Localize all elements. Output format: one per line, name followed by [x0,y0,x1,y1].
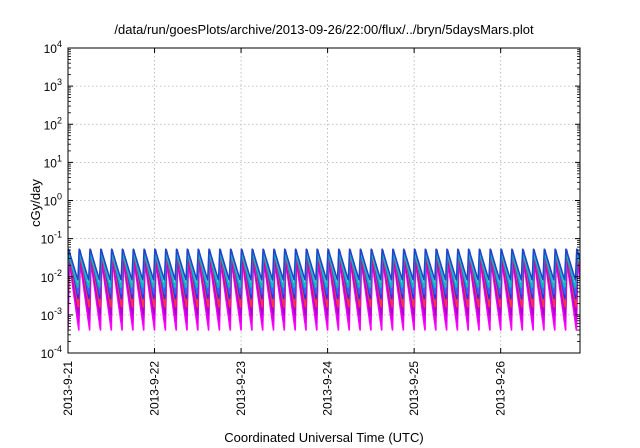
x-tick-label: 2013-9-26 [494,361,508,416]
x-tick-label: 2013-9-22 [148,361,162,416]
y-axis-label: cGy/day [28,179,43,227]
y-axis: 10-4 10-3 10-2 10-1 100 101 102 103 104 [41,39,580,361]
y-tick-label: 104 [44,39,62,56]
x-axis-label: Coordinated Universal Time (UTC) [224,430,423,445]
x-tick-label: 2013-9-25 [407,361,421,416]
series-line [68,248,580,281]
y-tick-label: 10-4 [41,344,62,361]
x-tick-label: 2013-9-23 [234,361,248,416]
series-line [68,251,580,288]
y-tick-label: 100 [44,192,62,209]
y-tick-label: 102 [44,115,62,132]
x-tick-label: 2013-9-21 [61,361,75,416]
x-axis: 2013-9-21 2013-9-22 2013-9-23 2013-9-24 2013… [61,48,508,416]
y-tick-label: 101 [44,153,62,170]
series-group [68,248,580,331]
y-tick-label: 10-1 [41,230,62,247]
series-line [68,252,580,308]
y-tick-label: 103 [44,77,62,94]
y-tick-label: 10-2 [41,268,62,285]
y-tick-label: 10-3 [41,306,62,323]
x-tick-label: 2013-9-24 [321,361,335,416]
chart-title: /data/run/goesPlots/archive/2013-09-26/2… [114,22,534,37]
